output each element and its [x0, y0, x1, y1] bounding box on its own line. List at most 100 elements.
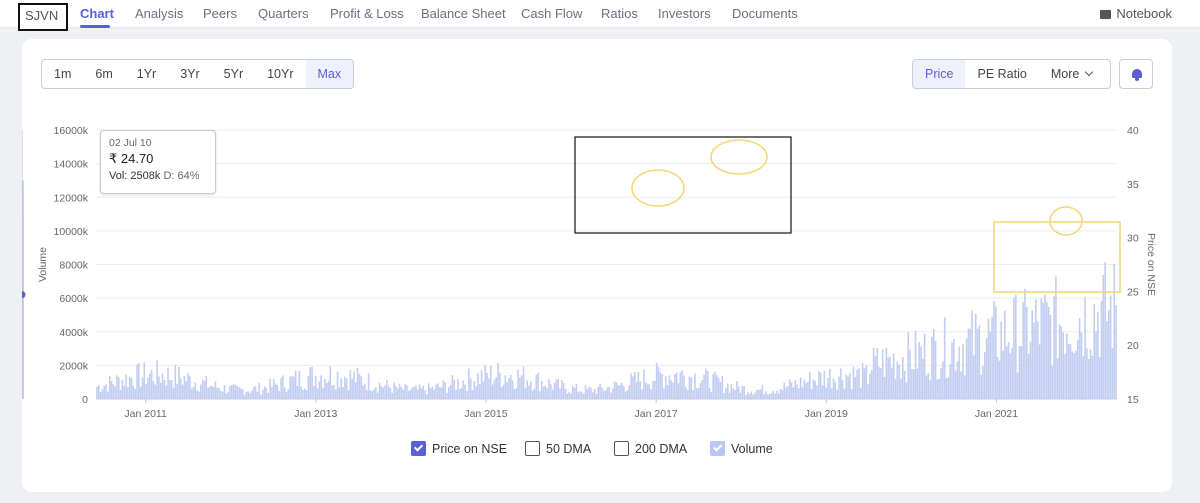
tab-documents[interactable]: Documents [732, 6, 798, 21]
tab-balance-sheet[interactable]: Balance Sheet [421, 6, 506, 21]
range-6m[interactable]: 6m [95, 67, 113, 81]
legend-price-nse[interactable]: Price on NSE [411, 441, 507, 456]
tab-analysis[interactable]: Analysis [135, 6, 184, 21]
volume-bar [478, 384, 481, 399]
range-5yr[interactable]: 5Yr [223, 67, 244, 81]
range-10yr[interactable]: 10Yr [267, 67, 294, 81]
volume-bar [710, 391, 713, 399]
volume-bar [355, 382, 357, 399]
volume-bar [792, 387, 795, 399]
volume-bar [344, 376, 346, 399]
metric-pe-ratio-button[interactable]: PE Ratio [977, 67, 1027, 81]
volume-bar [932, 328, 935, 399]
volume-bar [530, 381, 532, 399]
tab-profit-loss[interactable]: Profit & Loss [330, 6, 404, 21]
volume-bar [887, 357, 889, 399]
volume-bar [633, 371, 636, 399]
volume-bar [462, 380, 465, 399]
volume-bar [466, 391, 468, 399]
volume-bar [683, 375, 685, 399]
volume-bar [458, 388, 461, 399]
tab-quarters[interactable]: Quarters [258, 6, 309, 21]
range-1m[interactable]: 1m [54, 67, 72, 81]
volume-bar [327, 380, 330, 399]
volume-bar [1027, 353, 1030, 399]
volume-bar [373, 389, 375, 399]
volume-bar [798, 388, 800, 399]
tab-cash-flow[interactable]: Cash Flow [521, 6, 583, 21]
volume-bar [1104, 262, 1106, 399]
volume-bar [606, 387, 609, 399]
volume-bar [156, 360, 158, 399]
range-3yr[interactable]: 3Yr [180, 67, 200, 81]
volume-bar [500, 387, 503, 399]
volume-bar [1022, 302, 1024, 399]
tab-peers[interactable]: Peers [203, 6, 237, 21]
volume-bar [655, 362, 658, 399]
volume-bar [316, 388, 319, 399]
volume-bar [477, 373, 479, 399]
notebook-link[interactable]: Notebook [1100, 6, 1172, 21]
volume-bar [1087, 359, 1090, 399]
volume-bar [402, 389, 405, 399]
volume-bar [1098, 356, 1101, 399]
volume-bar [371, 391, 374, 399]
volume-bar [265, 388, 268, 399]
volume-bar [105, 384, 107, 399]
y-right-tick-label: 20 [1127, 340, 1139, 352]
tab-chart[interactable]: Chart [80, 6, 114, 21]
volume-bar [464, 384, 467, 399]
volume-bar [838, 376, 840, 399]
volume-bar [980, 374, 982, 399]
volume-bar [163, 380, 166, 399]
alert-button[interactable] [1119, 59, 1153, 89]
volume-bar [730, 384, 733, 399]
volume-bar [442, 380, 445, 399]
volume-bar [654, 380, 656, 399]
volume-bar [170, 380, 173, 399]
volume-bar [914, 330, 917, 399]
volume-bar [860, 387, 862, 399]
volume-bar [134, 389, 136, 399]
volume-bar [829, 368, 831, 399]
volume-bar [909, 349, 911, 399]
metric-price-button[interactable]: Price [913, 60, 966, 88]
range-1yr[interactable]: 1Yr [136, 67, 157, 81]
annotation-circle [1049, 206, 1083, 236]
volume-bar [309, 367, 312, 399]
tab-ratios[interactable]: Ratios [601, 6, 638, 21]
volume-bar [568, 392, 570, 399]
annotation-circle [710, 139, 768, 175]
checkbox-empty-icon [525, 441, 540, 456]
volume-bar [475, 385, 477, 399]
volume-bar [953, 338, 955, 399]
volume-bar [839, 368, 842, 399]
volume-bar [781, 390, 784, 399]
metric-more-dropdown[interactable]: More [1039, 60, 1104, 88]
volume-bar [612, 388, 614, 399]
volume-bar [706, 371, 709, 399]
volume-bar [812, 379, 815, 399]
volume-bar [101, 389, 104, 399]
price-volume-chart: 0 2000k 4000k 6000k 8000k 10000k 12000k 14000k 1… [22, 125, 1157, 420]
volume-bar [674, 374, 676, 399]
volume-bar [690, 377, 693, 399]
legend-200-dma[interactable]: 200 DMA [614, 441, 687, 456]
volume-bar [300, 386, 302, 399]
volume-bar [1024, 288, 1026, 399]
volume-bar [900, 378, 902, 399]
volume-bar [931, 336, 933, 399]
volume-bar [929, 379, 931, 399]
volume-bar [985, 338, 988, 399]
range-max[interactable]: Max [305, 60, 354, 88]
tab-investors[interactable]: Investors [658, 6, 711, 21]
legend-50-dma[interactable]: 50 DMA [525, 441, 591, 456]
ticker-symbol[interactable]: SJVN [18, 3, 68, 31]
volume-bar [380, 385, 383, 399]
volume-bar [435, 384, 437, 399]
legend-volume[interactable]: Volume [710, 441, 773, 456]
volume-bar [1066, 333, 1068, 399]
volume-bar [557, 378, 559, 399]
volume-bar [364, 383, 366, 399]
volume-bar [748, 393, 751, 399]
